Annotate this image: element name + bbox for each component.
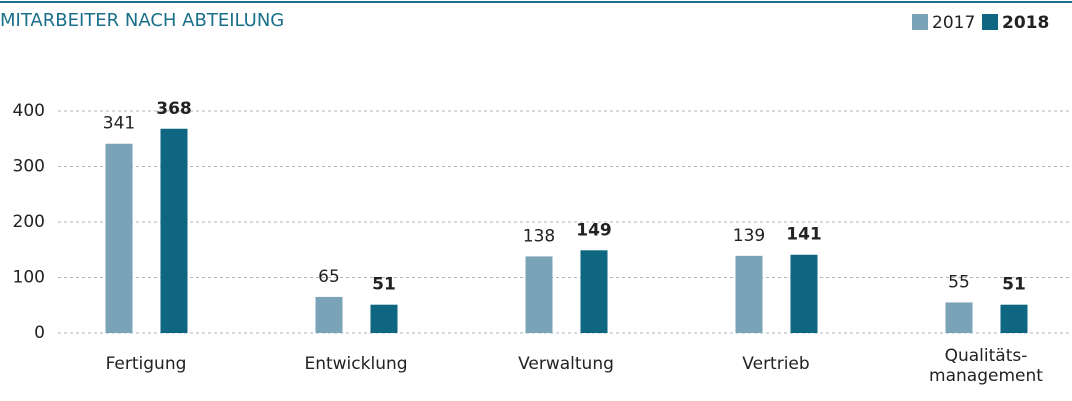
bar — [945, 302, 973, 333]
x-tick-line: Qualitäts- — [945, 346, 1028, 366]
bar — [315, 296, 343, 333]
value-label: 55 — [948, 272, 970, 292]
value-label: 368 — [156, 99, 192, 119]
y-tick-label: 200 — [13, 212, 45, 232]
bar — [105, 143, 133, 333]
bar — [525, 256, 553, 333]
value-label: 51 — [1002, 275, 1026, 295]
legend-label: 2018 — [1002, 13, 1049, 33]
y-tick-label: 100 — [13, 268, 45, 288]
value-label: 341 — [103, 114, 135, 134]
x-tick-label: Qualitäts-management — [929, 346, 1043, 386]
value-label: 65 — [318, 267, 340, 287]
bar — [790, 254, 818, 333]
x-tick-line: management — [929, 366, 1043, 386]
value-label: 139 — [733, 226, 765, 246]
bar — [1000, 304, 1028, 333]
bar — [735, 255, 763, 333]
bar — [370, 304, 398, 333]
x-tick-label: Fertigung — [106, 354, 187, 374]
value-label: 149 — [576, 220, 612, 240]
bar — [160, 128, 188, 333]
legend-swatch — [982, 14, 998, 30]
chart-title: MITARBEITER NACH ABTEILUNG — [0, 10, 284, 31]
value-label: 141 — [786, 225, 822, 245]
legend-label: 2017 — [932, 13, 975, 33]
x-tick-label: Verwaltung — [518, 354, 614, 374]
y-tick-label: 400 — [13, 101, 45, 121]
x-tick-label: Entwicklung — [304, 354, 407, 374]
value-label: 51 — [372, 275, 396, 295]
y-tick-label: 300 — [13, 157, 45, 177]
bar — [580, 250, 608, 333]
y-tick-label: 0 — [34, 323, 45, 343]
value-label: 138 — [523, 226, 555, 246]
legend-swatch — [912, 14, 928, 30]
x-tick-label: Vertrieb — [742, 354, 809, 374]
